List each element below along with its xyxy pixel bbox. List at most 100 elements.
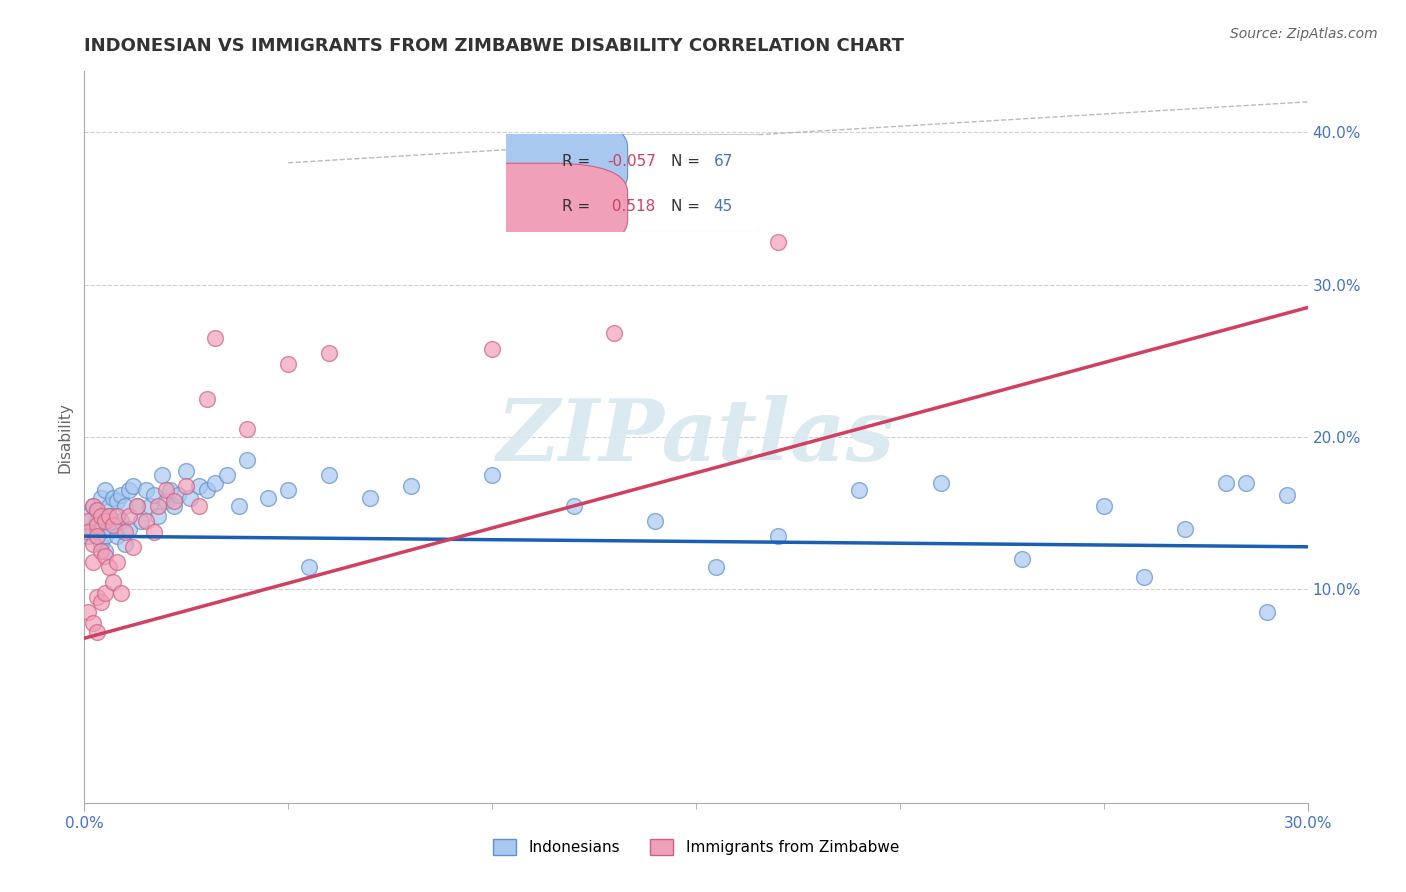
Point <box>217 468 239 483</box>
Point <box>86 625 108 640</box>
Point <box>90 509 112 524</box>
Point <box>82 521 104 535</box>
Text: R =: R = <box>562 199 595 214</box>
Point <box>101 514 124 528</box>
Point <box>118 521 141 535</box>
Y-axis label: Disability: Disability <box>58 401 73 473</box>
Point <box>114 499 136 513</box>
Point <box>644 514 666 528</box>
Point <box>77 605 100 619</box>
Point <box>236 422 259 436</box>
Point <box>93 483 115 498</box>
Point <box>82 555 104 569</box>
Point <box>1256 605 1278 619</box>
Point <box>105 529 128 543</box>
Point <box>298 559 321 574</box>
Point <box>127 499 149 513</box>
Text: R =: R = <box>562 153 595 169</box>
Point <box>150 468 173 483</box>
Text: Source: ZipAtlas.com: Source: ZipAtlas.com <box>1230 27 1378 41</box>
Point <box>77 529 100 543</box>
Point <box>399 479 422 493</box>
Point <box>93 529 115 543</box>
Point <box>77 514 100 528</box>
Point <box>204 331 226 345</box>
Point <box>1011 552 1033 566</box>
Point <box>195 392 218 406</box>
Point <box>481 342 503 356</box>
Point <box>163 499 186 513</box>
Point <box>257 491 280 505</box>
Point <box>481 468 503 483</box>
Point <box>929 475 952 490</box>
Point <box>277 483 299 498</box>
Point <box>90 537 112 551</box>
Point <box>122 540 145 554</box>
Point <box>86 529 108 543</box>
Point <box>93 585 115 599</box>
Point <box>93 514 115 528</box>
Point <box>93 549 115 563</box>
Point <box>77 524 100 539</box>
FancyBboxPatch shape <box>440 118 627 204</box>
Legend: Indonesians, Immigrants from Zimbabwe: Indonesians, Immigrants from Zimbabwe <box>486 833 905 861</box>
Point <box>82 499 104 513</box>
Point <box>110 514 132 528</box>
Point <box>114 524 136 539</box>
Point <box>195 483 218 498</box>
Text: N =: N = <box>671 199 704 214</box>
Point <box>86 503 108 517</box>
Text: N =: N = <box>671 153 704 169</box>
Point <box>1215 475 1237 490</box>
Point <box>90 516 112 531</box>
Point <box>665 204 688 219</box>
Point <box>101 574 124 589</box>
Point <box>101 518 124 533</box>
Point <box>90 594 112 608</box>
Point <box>146 509 169 524</box>
Point <box>359 491 381 505</box>
Point <box>1277 488 1299 502</box>
Point <box>174 479 197 493</box>
Point <box>82 537 104 551</box>
Point <box>142 524 165 539</box>
Point <box>1236 475 1258 490</box>
Text: -0.057: -0.057 <box>607 153 657 169</box>
Point <box>236 453 259 467</box>
Point <box>131 514 153 528</box>
Point <box>77 509 100 524</box>
Point <box>318 346 340 360</box>
Point <box>97 559 120 574</box>
Text: ZIPatlas: ZIPatlas <box>496 395 896 479</box>
Text: 0.518: 0.518 <box>607 199 655 214</box>
Point <box>97 509 120 524</box>
Point <box>187 499 209 513</box>
Point <box>766 235 789 249</box>
Point <box>155 494 177 508</box>
Point <box>1133 570 1156 584</box>
Point <box>187 479 209 493</box>
Point <box>127 499 149 513</box>
Point <box>848 483 870 498</box>
Point <box>167 488 190 502</box>
Point <box>118 509 141 524</box>
Point <box>603 326 626 341</box>
Point <box>97 499 120 513</box>
Point <box>86 514 108 528</box>
Point <box>82 615 104 630</box>
FancyBboxPatch shape <box>506 134 759 232</box>
Point <box>562 499 585 513</box>
Point <box>155 483 177 498</box>
Point <box>105 509 128 524</box>
Point <box>86 518 108 533</box>
Point <box>118 483 141 498</box>
Point <box>110 585 132 599</box>
Point <box>86 590 108 604</box>
Text: 45: 45 <box>714 199 733 214</box>
Point <box>706 559 728 574</box>
Point <box>90 491 112 505</box>
Point <box>101 491 124 505</box>
Text: 67: 67 <box>714 153 733 169</box>
Point <box>82 499 104 513</box>
FancyBboxPatch shape <box>440 163 627 250</box>
